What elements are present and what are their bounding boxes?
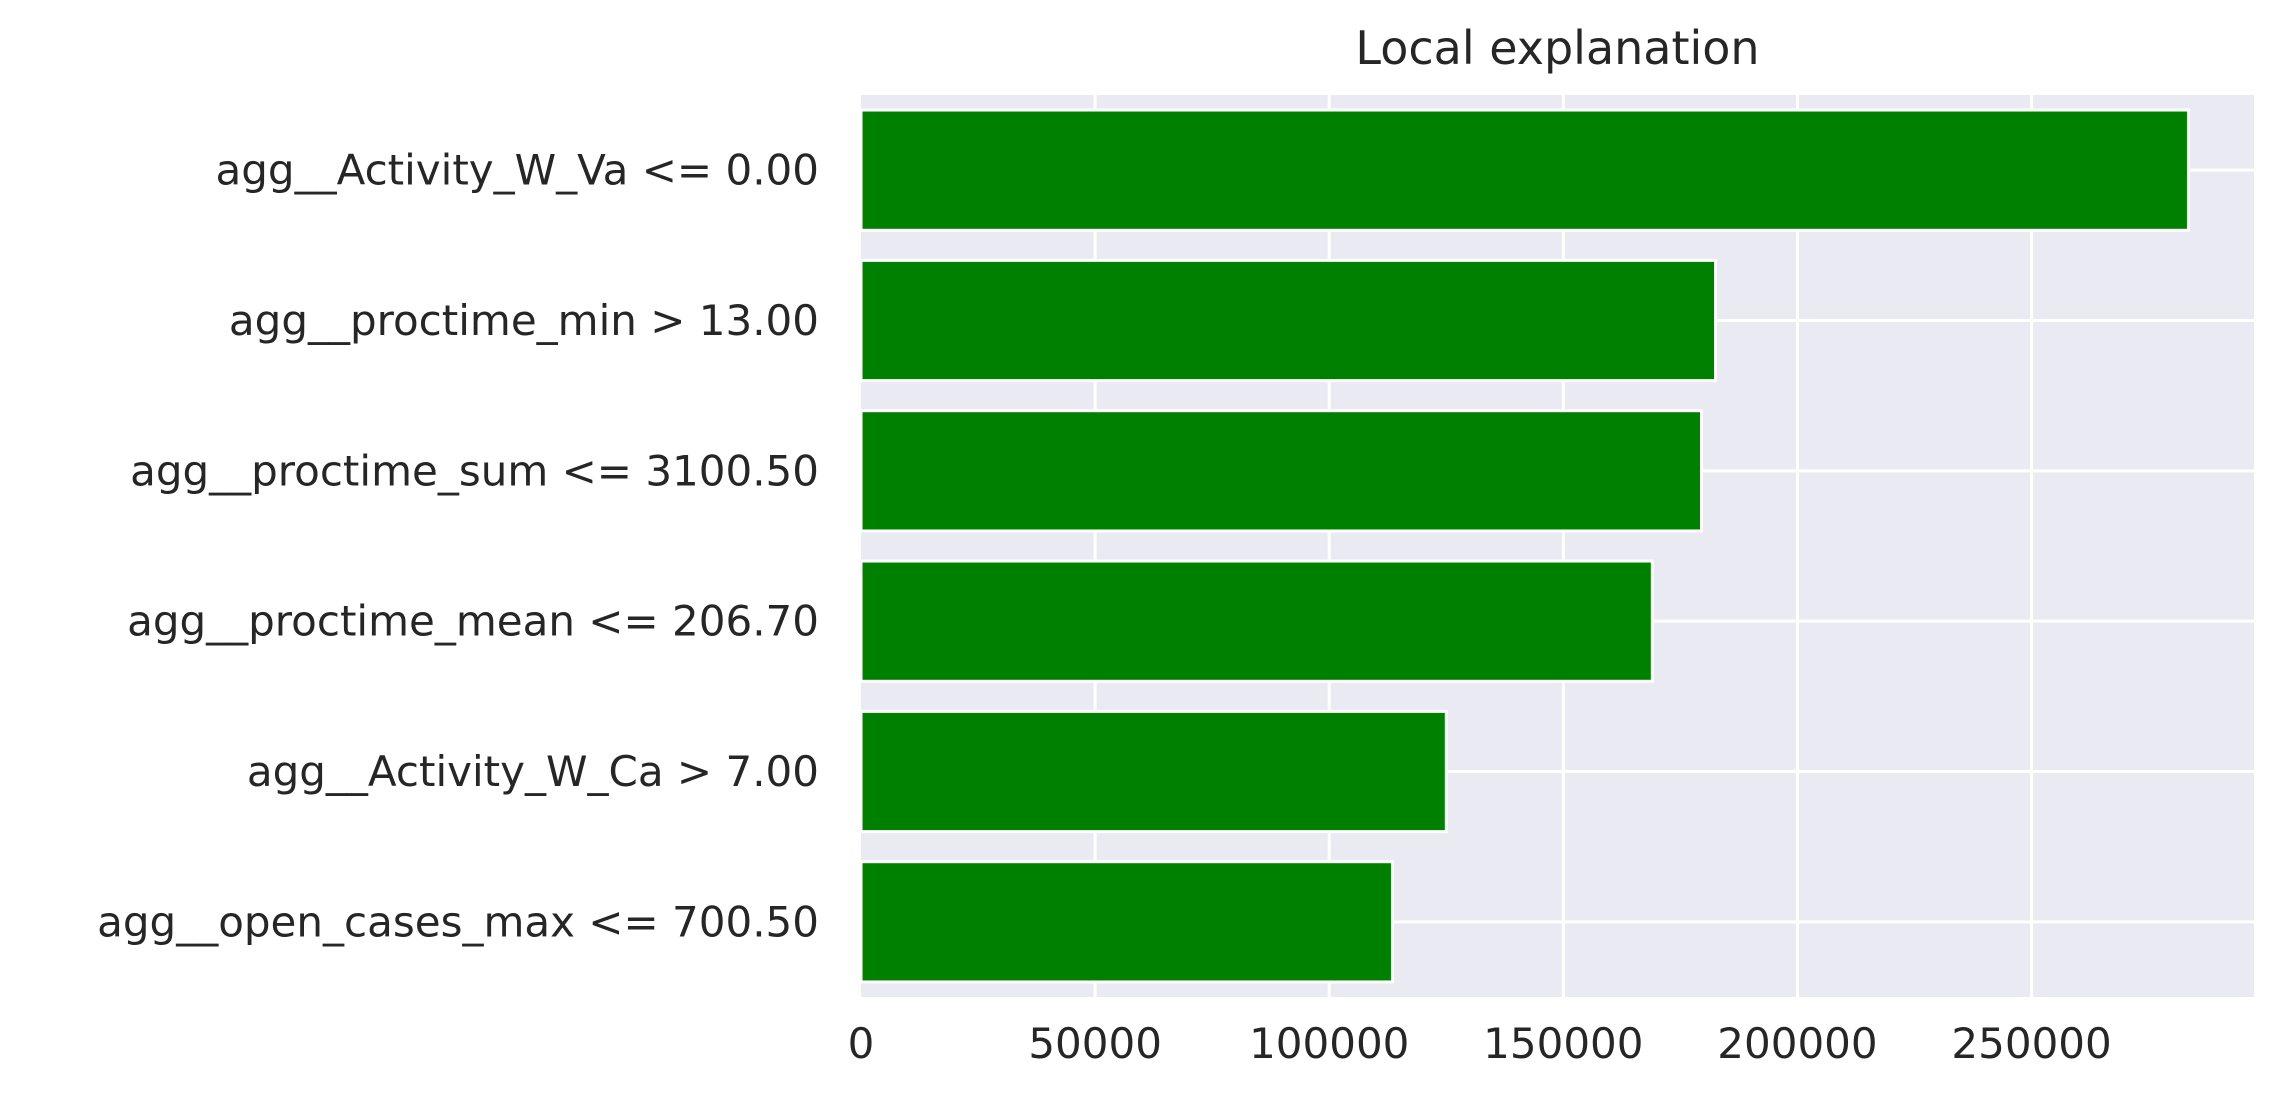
x-tick-label: 0 [848,1019,875,1068]
x-tick-label: 200000 [1717,1019,1877,1068]
x-tick-label: 100000 [1249,1019,1409,1068]
chart-title: Local explanation [1355,21,1759,75]
y-tick-label: agg__proctime_mean <= 206.70 [127,597,819,646]
bars [859,108,2190,984]
bar [859,409,1703,533]
y-tick-labels: agg__Activity_W_Va <= 0.00 agg__proctime_… [97,146,819,947]
bar [859,108,2190,232]
bar [859,709,1448,834]
x-tick-labels: 0 50000 100000 150000 200000 250000 [848,1019,2112,1068]
y-tick-label: agg__Activity_W_Va <= 0.00 [216,146,819,195]
y-tick-label: agg__proctime_min > 13.00 [229,296,819,345]
plot-area [861,95,2254,997]
y-tick-label: agg__proctime_sum <= 3100.50 [130,446,819,495]
bar [859,559,1654,683]
x-tick-label: 250000 [1951,1019,2111,1068]
y-tick-label: agg__Activity_W_Ca > 7.00 [247,747,819,796]
bar [859,258,1718,383]
x-tick-label: 150000 [1483,1019,1643,1068]
bar [859,860,1394,984]
y-tick-label: agg__open_cases_max <= 700.50 [97,897,819,946]
x-tick-label: 50000 [1028,1019,1162,1068]
